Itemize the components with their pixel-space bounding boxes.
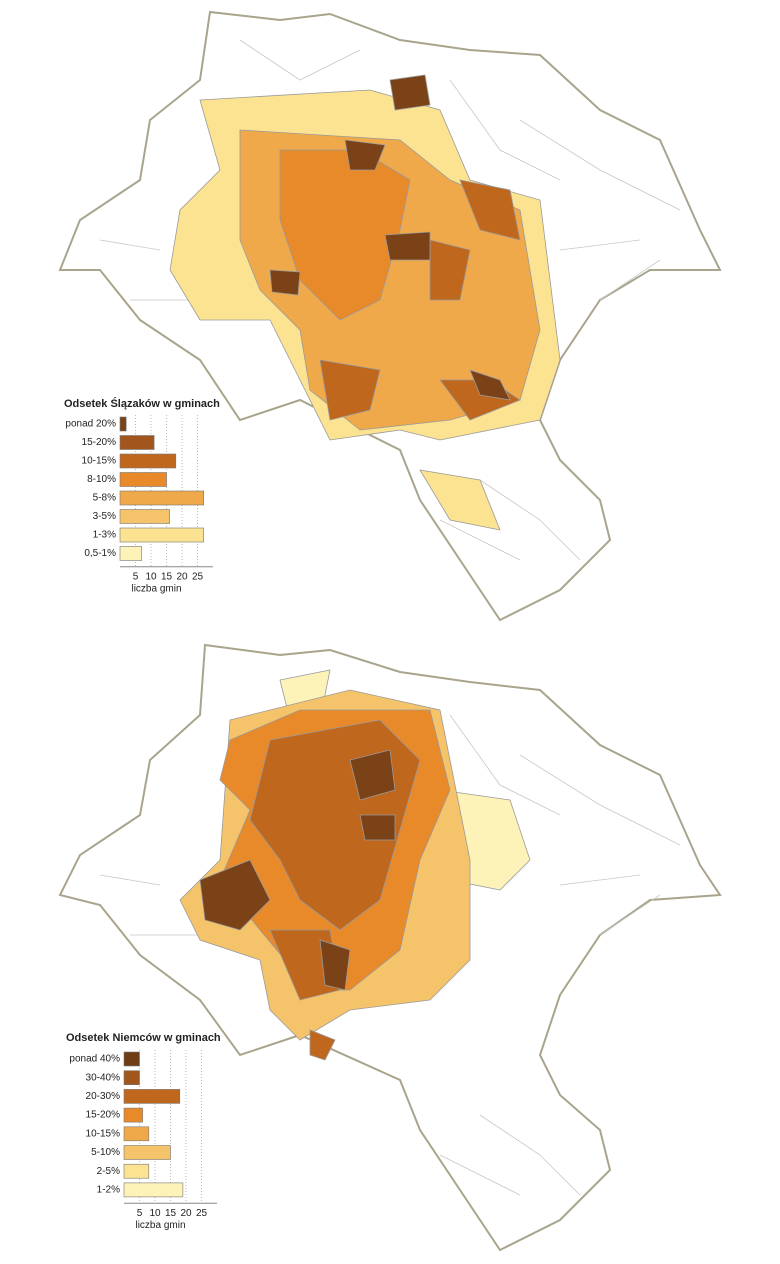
category-label: 5-10% — [91, 1147, 120, 1158]
municipality-borders — [99, 714, 681, 1196]
x-tick-label: 10 — [149, 1208, 161, 1219]
category-label: ponad 40% — [69, 1054, 120, 1065]
category-label: 20-30% — [86, 1091, 121, 1102]
x-tick-label: 15 — [165, 1208, 177, 1219]
category-label: 15-20% — [86, 1110, 121, 1121]
bar — [123, 1163, 150, 1179]
category-label: 10-15% — [86, 1128, 121, 1139]
legend-title: Odsetek Ślązaków w gminach — [64, 397, 220, 410]
region — [419, 469, 501, 531]
x-axis-label: liczba gmin — [135, 1220, 185, 1231]
category-label: 3-5% — [93, 511, 116, 522]
category-label: 15-20% — [82, 437, 117, 448]
map-silesians — [58, 10, 722, 622]
legend-title: Odsetek Niemców w gminach — [66, 1032, 221, 1044]
x-axis-label: liczba gmin — [131, 583, 181, 594]
bar — [123, 1182, 184, 1198]
category-label: 0,5-1% — [84, 548, 116, 559]
bar — [119, 546, 143, 561]
bar — [119, 509, 170, 524]
category-label: 10-15% — [82, 456, 117, 467]
x-tick-label: 5 — [137, 1208, 143, 1219]
x-tick-label: 10 — [145, 571, 157, 582]
bar — [123, 1070, 140, 1085]
x-tick-label: 15 — [161, 571, 173, 582]
bar — [119, 453, 177, 469]
bar — [119, 527, 204, 543]
x-tick-label: 25 — [192, 571, 204, 582]
category-label: ponad 20% — [65, 419, 116, 430]
bar — [123, 1107, 143, 1123]
x-tick-label: 20 — [180, 1208, 192, 1219]
category-label: 30-40% — [86, 1072, 121, 1083]
category-label: 5-8% — [93, 493, 116, 504]
region — [269, 74, 511, 401]
category-label: 8-10% — [87, 474, 116, 485]
bar — [119, 490, 204, 506]
bar — [123, 1051, 140, 1067]
bar — [123, 1126, 150, 1142]
map-germans — [58, 643, 722, 1252]
bar — [119, 416, 127, 432]
region — [199, 749, 396, 991]
x-tick-label: 20 — [176, 571, 188, 582]
category-label: 1-2% — [97, 1185, 120, 1196]
bar — [119, 435, 155, 450]
municipality-borders — [99, 39, 681, 561]
category-label: 2-5% — [97, 1166, 120, 1177]
category-label: 1-3% — [93, 530, 116, 541]
x-tick-label: 5 — [133, 571, 139, 582]
bar — [123, 1089, 181, 1104]
region — [249, 719, 421, 1061]
x-tick-label: 25 — [196, 1208, 208, 1219]
bar — [123, 1145, 171, 1160]
bar — [119, 472, 167, 487]
